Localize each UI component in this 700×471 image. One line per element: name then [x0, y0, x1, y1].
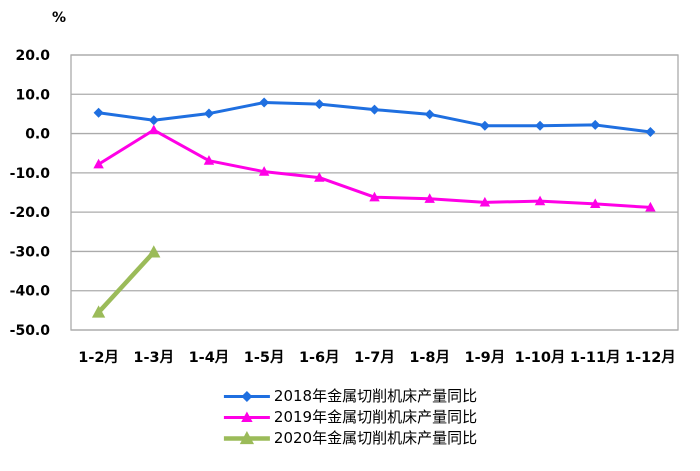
x-tick-label: 1-4月	[189, 349, 230, 366]
y-tick-label: -40.0	[10, 284, 51, 300]
series-marker-1	[479, 196, 491, 207]
x-tick-label: 1-2月	[78, 349, 119, 366]
y-tick-label: 0.0	[25, 127, 50, 143]
legend-item-2018: 2018年金属切削机床产量同比	[223, 386, 477, 407]
x-tick-label: 1-6月	[299, 349, 340, 366]
series-marker-0	[148, 115, 159, 126]
series-marker-2	[147, 245, 161, 258]
legend-item-2019: 2019年金属切削机床产量同比	[223, 407, 477, 428]
plot-border	[70, 54, 679, 331]
y-tick-label: -30.0	[10, 244, 51, 260]
series-marker-1	[534, 195, 546, 206]
series-marker-1	[369, 191, 380, 202]
legend-label-2018: 2018年金属切削机床产量同比	[273, 387, 478, 405]
x-tick-label: 1-5月	[244, 349, 285, 366]
chart-legend: 2018年金属切削机床产量同比 2019年金属切削机床产量同比 2020年金属切…	[223, 386, 477, 449]
x-tick-label: 1-12月	[625, 349, 676, 366]
x-tick-label: 1-9月	[465, 349, 506, 366]
series-line-2	[96, 250, 156, 314]
legend-swatch-2020	[223, 431, 270, 445]
y-tick-label: -10.0	[10, 166, 51, 182]
y-tick-label: -50.0	[10, 323, 51, 339]
x-tick-label: 1-11月	[570, 349, 621, 366]
series-marker-1	[203, 155, 215, 165]
legend-marker-sample	[239, 431, 255, 445]
series-marker-1	[314, 172, 325, 182]
legend-label-2020: 2020年金属切削机床产量同比	[273, 429, 478, 447]
legend-marker-sample	[241, 391, 253, 402]
series-marker-1	[148, 124, 159, 135]
series-marker-0	[424, 109, 435, 120]
series-marker-0	[645, 127, 656, 137]
series-marker-1	[93, 158, 104, 169]
x-tick-label: 1-7月	[354, 349, 395, 366]
series-marker-0	[590, 119, 601, 130]
legend-label-2019: 2019年金属切削机床产量同比	[273, 408, 478, 426]
legend-swatch-2019	[223, 411, 270, 422]
series-marker-2	[91, 305, 106, 318]
legend-swatch-2018	[223, 391, 270, 402]
series-marker-0	[369, 104, 380, 115]
series-marker-1	[590, 198, 601, 209]
series-marker-0	[314, 99, 325, 110]
series-marker-0	[535, 120, 546, 131]
series-marker-0	[259, 97, 270, 108]
series-marker-1	[424, 193, 435, 203]
x-tick-label: 1-10月	[515, 349, 566, 366]
x-tick-label: 1-3月	[133, 349, 174, 366]
series-marker-1	[258, 166, 270, 176]
series-marker-1	[645, 201, 656, 212]
series-marker-0	[93, 107, 104, 118]
x-tick-label: 1-8月	[409, 349, 450, 366]
y-tick-label: 10.0	[15, 87, 50, 103]
y-tick-label: -20.0	[10, 205, 51, 221]
series-marker-0	[203, 108, 214, 119]
y-axis-unit-label: %	[52, 10, 67, 26]
legend-marker-sample	[241, 411, 253, 422]
y-tick-label: 20.0	[15, 48, 50, 64]
legend-item-2020: 2020年金属切削机床产量同比	[223, 428, 477, 449]
series-marker-0	[479, 120, 490, 131]
